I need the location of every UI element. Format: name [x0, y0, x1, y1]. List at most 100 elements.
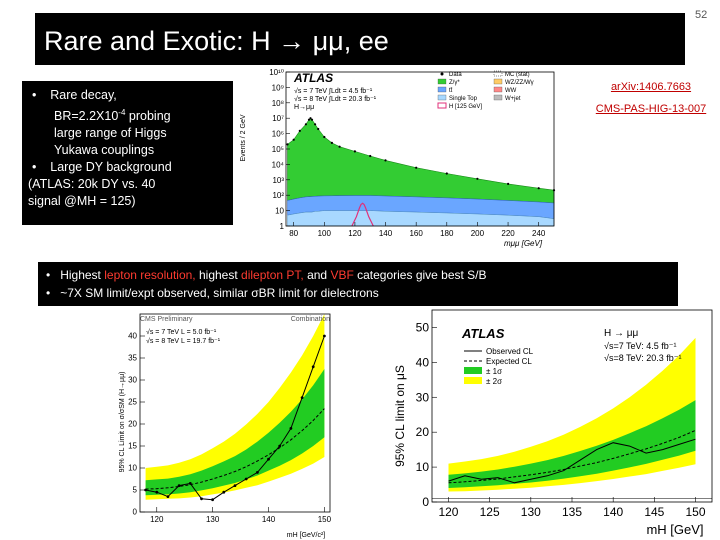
bullet-text: probing — [125, 109, 171, 124]
chart-title: ATLAS — [461, 326, 505, 341]
bullet-rare-decay: • Rare decay, BR=2.2X10-4 probing large … — [32, 87, 227, 159]
y-tick-label: 25 — [128, 398, 137, 407]
x-axis-label: mH [GeV/c²] — [287, 532, 326, 539]
legend-text: H → μμ — [604, 328, 639, 339]
y-tick-label: 50 — [416, 320, 430, 334]
y-tick-label: 10⁸ — [272, 99, 284, 108]
y-tick-label: 10 — [416, 460, 430, 474]
observed-point — [289, 427, 293, 430]
data-point — [292, 138, 295, 141]
observed-point — [300, 396, 304, 399]
cms-limit-chart: 0 5 10 15 20 25 30 35 40 120 130 140 150 CMS Prelimi… — [116, 312, 341, 540]
plot-area — [432, 310, 712, 502]
x-tick-label: 240 — [532, 229, 546, 238]
y-tick-label: 10³ — [272, 176, 284, 185]
y-tick-label: 0 — [422, 495, 429, 509]
x-tick-label: 150 — [318, 515, 332, 524]
x-tick-label: 160 — [409, 229, 423, 238]
legend-swatch — [493, 78, 503, 85]
x-tick-label: 140 — [379, 229, 393, 238]
y-tick-label: 20 — [416, 425, 430, 439]
bullet-dot: • — [32, 160, 51, 175]
x-tick-label: 140 — [603, 505, 623, 519]
one-sigma-band — [448, 400, 696, 488]
bullet-text: highest — [195, 268, 242, 282]
highlight-text: dilepton PT, — [241, 268, 304, 282]
bullet-text: large range of Higgs — [54, 126, 167, 141]
x-tick-label: 130 — [521, 505, 541, 519]
y-tick-label: 10⁶ — [272, 130, 284, 139]
x-tick-label: 220 — [501, 229, 515, 238]
bullet-dy-background: • Large DY background — [32, 159, 227, 176]
x-tick-label: 180 — [440, 229, 454, 238]
observed-point — [233, 484, 237, 487]
y-tick-label: 10⁹ — [272, 83, 284, 92]
y-tick-label: 1 — [280, 222, 285, 231]
data-point — [310, 118, 314, 121]
observed-point — [177, 484, 181, 487]
legend-swatch — [437, 94, 447, 101]
axes: 0 5 10 15 20 25 30 35 40 120 130 140 150 — [128, 313, 332, 524]
legend-swatch — [464, 367, 482, 374]
axes: 1 10 10² 10³ 10⁴ 10⁵ 10⁶ 10⁷ 10⁸ 10⁹ 10¹⁰ 80 100 120 1… — [269, 68, 555, 238]
x-tick-label: 120 — [150, 515, 164, 524]
cms-pas-link[interactable]: CMS-PAS-HIG-13-007 — [595, 103, 707, 115]
observed-point — [188, 482, 192, 485]
y-tick-label: 20 — [128, 420, 137, 429]
y-axis-label: 95% CL limit on μS — [393, 365, 407, 467]
observed-point — [222, 490, 226, 494]
legend-label: Expected CL — [486, 357, 532, 366]
legend-label: H [125 GeV] — [449, 104, 482, 110]
x-axis-label: mH [GeV] — [646, 522, 703, 537]
data-point — [476, 177, 479, 180]
bullet-text: Rare decay, — [50, 88, 117, 102]
slide-number: 52 — [695, 9, 708, 21]
y-axis-label: 95% CL Limit on σ/σSM (H→μμ) — [119, 372, 126, 473]
legend: Data Z/γ*tt̄ Single Top H [125 GeV] MC (stat… — [437, 70, 534, 110]
legend-text: H→μμ — [294, 104, 314, 111]
bullet-atlas-note: (ATLAS: 20k DY vs. 40 signal @MH = 125) — [28, 176, 227, 210]
x-tick-label: 135 — [562, 505, 582, 519]
data-point — [314, 123, 317, 126]
legend-label: Data — [449, 72, 462, 78]
observed-point — [144, 488, 147, 492]
bullet-text: BR=2.2X10 — [54, 109, 119, 124]
top-bullets: • Rare decay, BR=2.2X10-4 probing large … — [22, 81, 233, 225]
data-point — [317, 127, 320, 131]
one-sigma-band — [145, 369, 325, 496]
legend-text: √s=8 TeV: 20.3 fb⁻¹ — [604, 353, 681, 363]
data-point — [309, 117, 312, 120]
slide-title: Rare and Exotic: H → μμ, ee — [35, 13, 685, 65]
bullet-text: categories give best S/B — [353, 268, 487, 282]
y-tick-label: 0 — [133, 508, 138, 517]
y-tick-label: 35 — [128, 354, 137, 363]
bullet-limit: • ~7X SM limit/expt observed, similar σB… — [46, 284, 678, 302]
y-tick-label: 40 — [416, 355, 430, 369]
observed-limit-line — [448, 438, 696, 484]
bullet-text: signal @MH = 125) — [28, 194, 136, 209]
observed-point — [256, 471, 259, 474]
legend-swatch — [464, 377, 482, 384]
bullet-text: Highest — [60, 268, 105, 282]
x-axis-label: mμμ [GeV] — [504, 239, 543, 248]
legend-label: Z/γ* — [449, 80, 460, 86]
y-tick-label: 10⁵ — [272, 145, 284, 154]
x-tick-label: 100 — [318, 229, 332, 238]
observed-point — [311, 365, 315, 369]
legend-label: tt̄ — [449, 87, 453, 94]
legend-swatch — [493, 70, 503, 77]
x-tick-label: 80 — [289, 229, 298, 238]
legend-swatch — [493, 86, 503, 93]
data-point — [369, 154, 372, 158]
plot-area — [140, 314, 330, 512]
highlight-text: lepton resolution, — [104, 268, 196, 282]
x-tick-label: 120 — [438, 505, 458, 519]
bullet-dot: • — [46, 286, 61, 300]
y-tick-label: 10⁷ — [272, 114, 284, 123]
higgs-signal-line — [351, 202, 374, 227]
highlight-text: VBF — [330, 268, 354, 282]
arxiv-link[interactable]: arXiv:1406.7663 — [610, 81, 692, 93]
y-tick-label: 10 — [128, 464, 137, 473]
axes: 0 10 20 30 40 50 120 125 130 135 140 145 150 — [416, 309, 713, 519]
chart-header-right: Combination — [291, 316, 330, 323]
